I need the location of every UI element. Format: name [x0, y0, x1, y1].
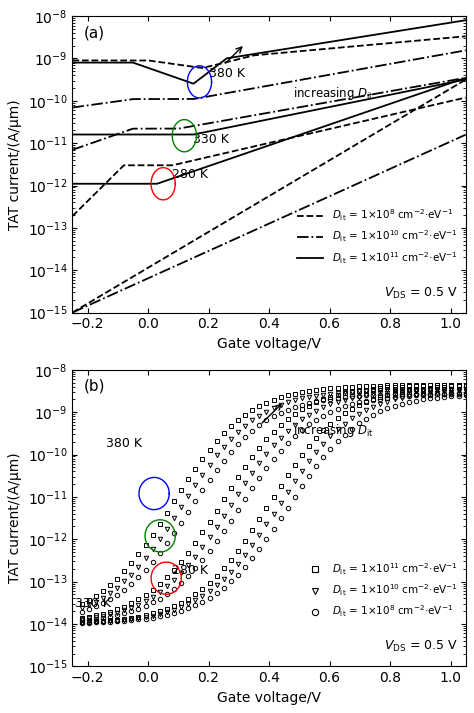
Text: $V_\mathrm{DS}$ = 0.5 V: $V_\mathrm{DS}$ = 0.5 V: [384, 286, 458, 301]
Legend: $D_\mathrm{it}$ = 1×10$^{11}$ cm$^{-2}$·eV$^{-1}$, $D_\mathrm{it}$ = 1×10$^{10}$: $D_\mathrm{it}$ = 1×10$^{11}$ cm$^{-2}$·…: [304, 558, 460, 622]
Y-axis label: TAT current/(A/μm): TAT current/(A/μm): [9, 99, 22, 230]
Legend: $D_\mathrm{it}$ = 1×10$^{8}$ cm$^{-2}$·eV$^{-1}$, $D_\mathrm{it}$ = 1×10$^{10}$ : $D_\mathrm{it}$ = 1×10$^{8}$ cm$^{-2}$·e…: [294, 205, 460, 269]
X-axis label: Gate voltage/V: Gate voltage/V: [217, 337, 321, 351]
Text: 380 K: 380 K: [106, 437, 142, 450]
Text: increasing $D_\mathrm{it}$: increasing $D_\mathrm{it}$: [293, 422, 374, 439]
Text: 280 K: 280 K: [172, 168, 208, 181]
Y-axis label: TAT current/(A/μm): TAT current/(A/μm): [9, 453, 22, 583]
Text: 380 K: 380 K: [209, 66, 245, 80]
Text: (a): (a): [84, 25, 105, 40]
Text: increasing $D_\mathrm{it}$: increasing $D_\mathrm{it}$: [293, 86, 374, 103]
X-axis label: Gate voltage/V: Gate voltage/V: [217, 691, 321, 704]
Text: (b): (b): [84, 379, 106, 394]
Text: 280 K: 280 K: [172, 564, 208, 577]
Text: $V_\mathrm{DS}$ = 0.5 V: $V_\mathrm{DS}$ = 0.5 V: [384, 640, 458, 655]
Text: 330 K: 330 K: [75, 597, 111, 610]
Text: 330 K: 330 K: [193, 133, 229, 146]
